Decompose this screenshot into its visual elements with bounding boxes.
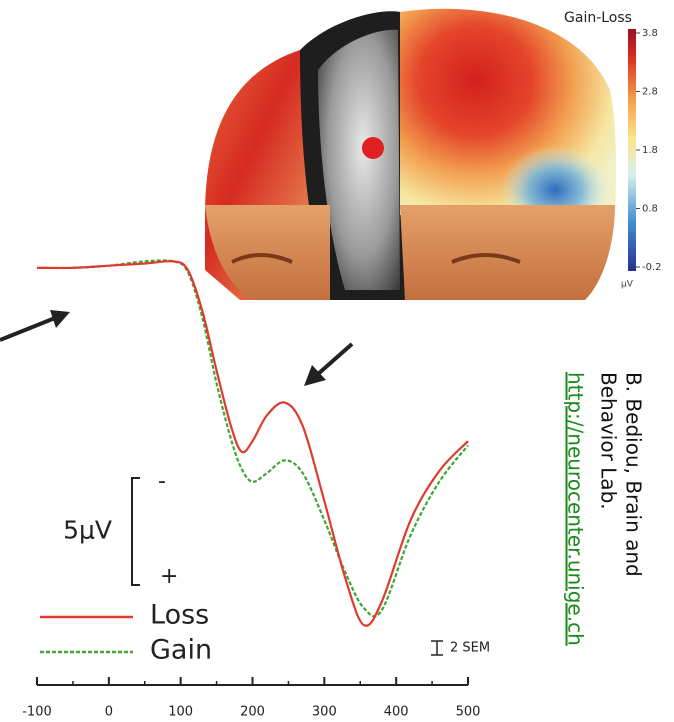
colorbar-unit: μV xyxy=(621,280,634,290)
series-line xyxy=(37,260,468,616)
series-line xyxy=(37,261,468,626)
x-tick-label: 500 xyxy=(456,705,481,720)
brain-illustration xyxy=(205,9,616,300)
scale-bar-plus: + xyxy=(160,564,178,589)
scale-bar-label: 5μV xyxy=(63,515,112,544)
x-tick-label: 100 xyxy=(168,705,193,720)
scale-bar-minus: - xyxy=(158,469,166,494)
x-tick-label: 200 xyxy=(240,705,265,720)
colorbar-tick-label: 1.8 xyxy=(642,145,658,156)
x-tick-label: -100 xyxy=(22,705,52,720)
figure: Gain-Loss μV B. Bediou, Brain and Behavi… xyxy=(0,0,674,722)
scale-bar xyxy=(132,478,140,585)
credit: B. Bediou, Brain and Behavior Lab. http:… xyxy=(564,372,646,646)
credit-link[interactable]: http://neurocenter.unige.ch xyxy=(564,372,588,646)
credit-line: Behavior Lab. xyxy=(597,372,621,510)
x-tick-label: 300 xyxy=(312,705,337,720)
colorbar-tick-label: 3.8 xyxy=(642,28,658,39)
sem-label: 2 SEM xyxy=(450,641,490,656)
sem-icon xyxy=(431,641,443,655)
colorbar-title: Gain-Loss xyxy=(564,10,632,26)
colorbar-tick-label: 2.8 xyxy=(642,87,658,98)
x-tick-label: 400 xyxy=(384,705,409,720)
credit-line: B. Bediou, Brain and xyxy=(622,372,646,577)
legend-label: Loss xyxy=(150,600,209,631)
x-tick-label: 0 xyxy=(105,705,113,720)
colorbar xyxy=(628,29,636,271)
colorbar-tick-label: 0.8 xyxy=(642,204,658,215)
legend-label: Gain xyxy=(150,635,212,666)
arrows xyxy=(0,310,352,386)
colorbar-tick-label: -0.2 xyxy=(642,262,662,273)
